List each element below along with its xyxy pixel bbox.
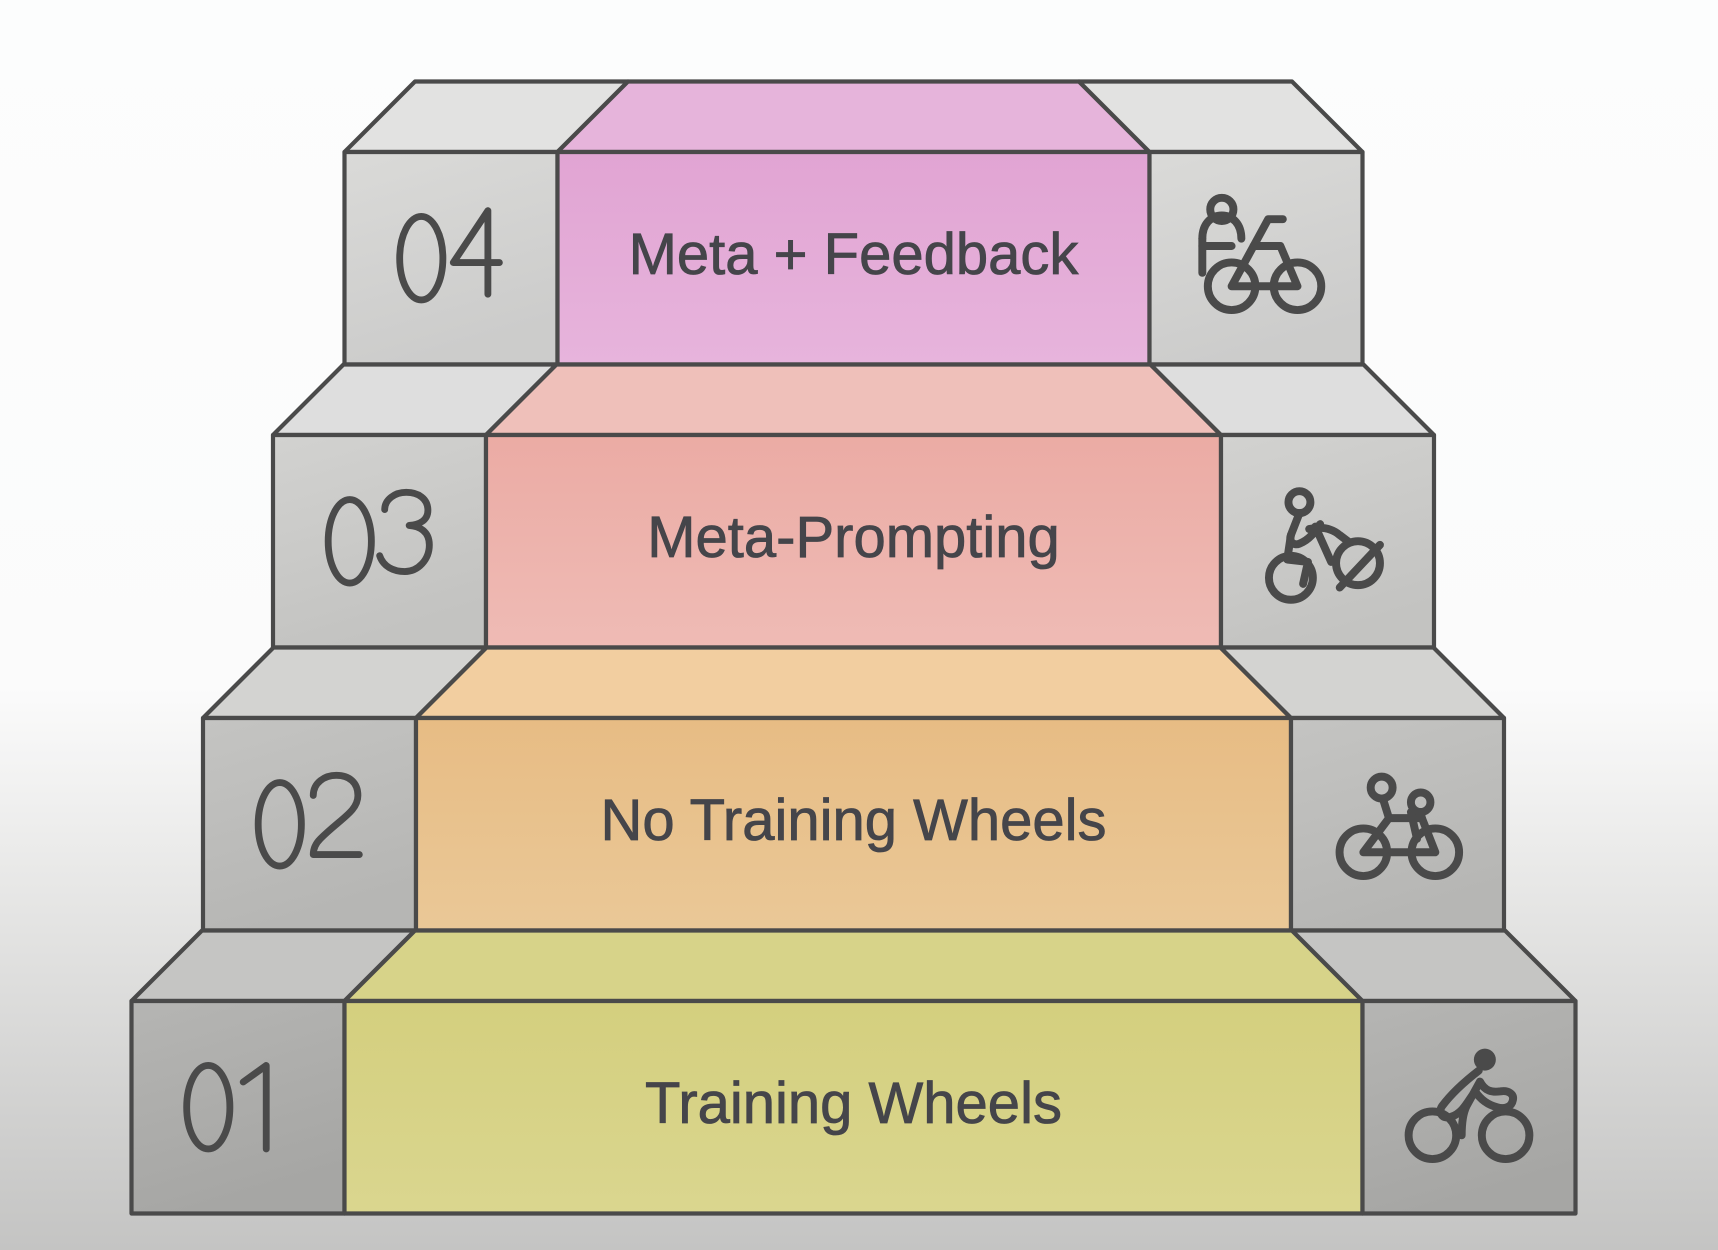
svg-text:No Training Wheels: No Training Wheels (600, 788, 1106, 853)
svg-text:Training Wheels: Training Wheels (645, 1071, 1062, 1136)
svg-text:Meta + Feedback: Meta + Feedback (629, 222, 1080, 287)
svg-text:Meta-Prompting: Meta-Prompting (647, 505, 1060, 570)
